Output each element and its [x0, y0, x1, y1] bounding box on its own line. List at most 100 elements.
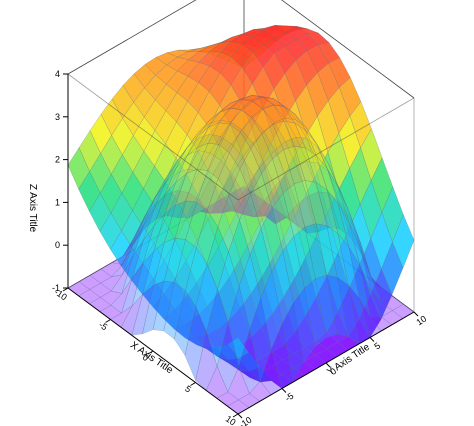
translucent-surface-patch	[274, 118, 297, 142]
translucent-surface-patch	[307, 191, 330, 233]
translucent-surface-patch	[220, 121, 243, 145]
translucent-surface-patch	[221, 173, 244, 212]
translucent-surface-patch	[326, 225, 349, 286]
x-tick	[232, 413, 239, 418]
translucent-surface-patch	[89, 282, 112, 298]
translucent-surface-patch	[154, 167, 177, 209]
translucent-surface-patch	[110, 256, 134, 294]
translucent-surface-patch	[165, 146, 188, 179]
translucent-surface-patch	[296, 195, 319, 234]
translucent-surface-patch	[296, 161, 319, 197]
translucent-surface-patch	[272, 120, 295, 150]
translucent-surface-patch	[218, 152, 241, 196]
translucent-surface-patch	[174, 200, 197, 240]
z-tick-label: 2	[55, 155, 60, 165]
translucent-surface-patch	[166, 154, 189, 183]
translucent-surface-patch	[132, 225, 155, 278]
translucent-surface-patch	[264, 209, 287, 225]
translucent-surface-patch	[242, 142, 265, 177]
translucent-surface-patch	[359, 246, 382, 303]
box-edge-back	[67, 0, 197, 75]
box-edge-front	[67, 73, 239, 201]
translucent-surface-patch	[328, 192, 351, 238]
translucent-surface-patch	[285, 204, 309, 234]
translucent-surface-patch	[315, 275, 338, 339]
translucent-surface-patch	[285, 165, 308, 206]
translucent-surface-patch	[142, 213, 165, 264]
translucent-surface-patch	[261, 104, 285, 125]
translucent-surface-patch	[155, 190, 178, 220]
translucent-surface-patch	[155, 172, 178, 204]
translucent-surface-patch	[293, 226, 316, 289]
translucent-surface-patch	[144, 193, 167, 229]
translucent-surface-patch	[240, 95, 264, 102]
translucent-surface-patch	[166, 190, 189, 218]
translucent-surface-patch	[337, 233, 360, 299]
translucent-surface-patch	[184, 306, 207, 382]
translucent-surface-patch	[349, 217, 372, 279]
translucent-surface-patch	[261, 158, 284, 209]
translucent-surface-patch	[164, 172, 187, 215]
translucent-surface-patch	[217, 251, 240, 324]
translucent-surface-patch	[227, 285, 251, 368]
translucent-surface-patch	[154, 161, 177, 199]
translucent-surface-patch	[338, 187, 361, 247]
translucent-surface-patch	[293, 287, 316, 363]
translucent-surface-patch	[242, 175, 265, 218]
translucent-surface-patch	[152, 280, 175, 332]
translucent-surface-patch	[229, 131, 252, 170]
translucent-surface-patch	[249, 227, 273, 299]
translucent-surface-patch	[110, 277, 133, 314]
translucent-surface-patch	[262, 97, 285, 107]
translucent-surface-patch	[240, 95, 263, 101]
translucent-surface-patch	[196, 170, 219, 211]
translucent-surface-patch	[327, 168, 350, 223]
translucent-surface-patch	[238, 253, 262, 331]
z-tick-label: 3	[55, 112, 60, 122]
translucent-surface-patch	[251, 97, 275, 110]
translucent-surface-patch	[206, 288, 229, 367]
translucent-surface-patch	[187, 150, 211, 172]
translucent-surface-patch	[228, 219, 251, 287]
translucent-surface-patch	[272, 104, 296, 124]
translucent-surface-patch	[142, 280, 165, 335]
translucent-surface-patch	[217, 194, 240, 253]
translucent-surface-patch	[175, 135, 198, 169]
translucent-surface-patch	[143, 193, 166, 241]
translucent-surface-patch	[121, 262, 144, 314]
translucent-surface-patch	[283, 145, 306, 185]
box-edge-front	[237, 97, 415, 201]
translucent-surface-patch	[284, 106, 307, 131]
translucent-surface-patch	[251, 96, 274, 109]
translucent-surface-patch	[282, 302, 305, 383]
translucent-surface-patch	[144, 181, 167, 219]
translucent-surface-patch	[327, 162, 350, 213]
translucent-surface-patch	[370, 276, 394, 303]
translucent-surface-patch	[230, 95, 253, 104]
translucent-surface-patch	[360, 242, 383, 289]
translucent-surface-patch	[316, 143, 339, 189]
translucent-surface-patch	[240, 99, 263, 118]
translucent-surface-patch	[121, 239, 144, 294]
translucent-surface-patch	[218, 123, 241, 154]
translucent-surface-patch	[348, 222, 371, 291]
translucent-surface-patch	[207, 107, 231, 128]
translucent-surface-patch	[111, 238, 134, 265]
translucent-surface-patch	[197, 112, 220, 136]
translucent-surface-patch	[188, 170, 211, 201]
translucent-surface-patch	[263, 122, 286, 151]
translucent-surface-patch	[218, 107, 241, 125]
translucent-surface-patch	[210, 159, 233, 193]
translucent-surface-patch	[274, 174, 298, 218]
translucent-surface-patch	[210, 198, 233, 214]
translucent-surface-patch	[155, 163, 178, 197]
y-tick-label: -10	[237, 415, 253, 426]
translucent-surface-patch	[100, 262, 123, 278]
translucent-surface-patch	[359, 265, 382, 318]
translucent-surface-patch	[315, 223, 338, 278]
x-tick	[190, 382, 196, 386]
translucent-surface-patch	[316, 155, 339, 204]
translucent-surface-patch	[275, 216, 298, 226]
y-tick-label: 5	[372, 340, 382, 351]
